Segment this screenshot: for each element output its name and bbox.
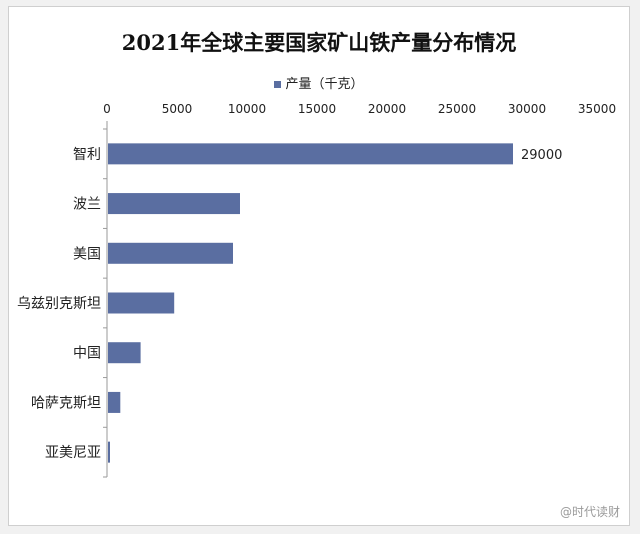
- x-tick-label: 15000: [298, 102, 336, 116]
- bar: [108, 292, 175, 314]
- category-label: 乌兹别克斯坦: [17, 296, 101, 312]
- watermark: @时代读财: [559, 505, 620, 519]
- bar: [108, 391, 121, 413]
- x-tick-label: 30000: [508, 102, 546, 116]
- x-tick-label: 20000: [368, 102, 406, 116]
- x-tick-label: 10000: [228, 102, 266, 116]
- legend-swatch: [274, 81, 282, 88]
- chart-frame: 2021年全球主要国家矿山铁产量分布情况 产量（千克） 0 5000 10000 15…: [8, 6, 630, 526]
- x-tick-label: 35000: [578, 102, 616, 116]
- bar: [108, 242, 233, 264]
- data-label: 29000: [521, 148, 562, 163]
- category-label: 亚美尼亚: [45, 445, 101, 461]
- chart-title: 2021年全球主要国家矿山铁产量分布情况: [121, 30, 517, 55]
- category-label: 中国: [73, 346, 101, 362]
- category-label: 波兰: [73, 197, 101, 213]
- x-tick-label: 5000: [162, 102, 193, 116]
- legend-label: 产量（千克）: [285, 77, 364, 92]
- category-label: 哈萨克斯坦: [31, 395, 101, 411]
- category-label: 智利: [73, 147, 101, 163]
- bar: [108, 193, 240, 215]
- x-tick-label: 25000: [438, 102, 476, 116]
- x-tick-label: 0: [103, 102, 111, 116]
- bar: [108, 143, 513, 165]
- bar: [108, 342, 141, 364]
- category-label: 美国: [73, 246, 101, 262]
- bar-chart-plot: 0 5000 10000 15000 20000 25000 30000 35000 智利 290…: [17, 102, 616, 478]
- chart-legend: 产量（千克）: [9, 73, 629, 92]
- bar: [108, 441, 110, 463]
